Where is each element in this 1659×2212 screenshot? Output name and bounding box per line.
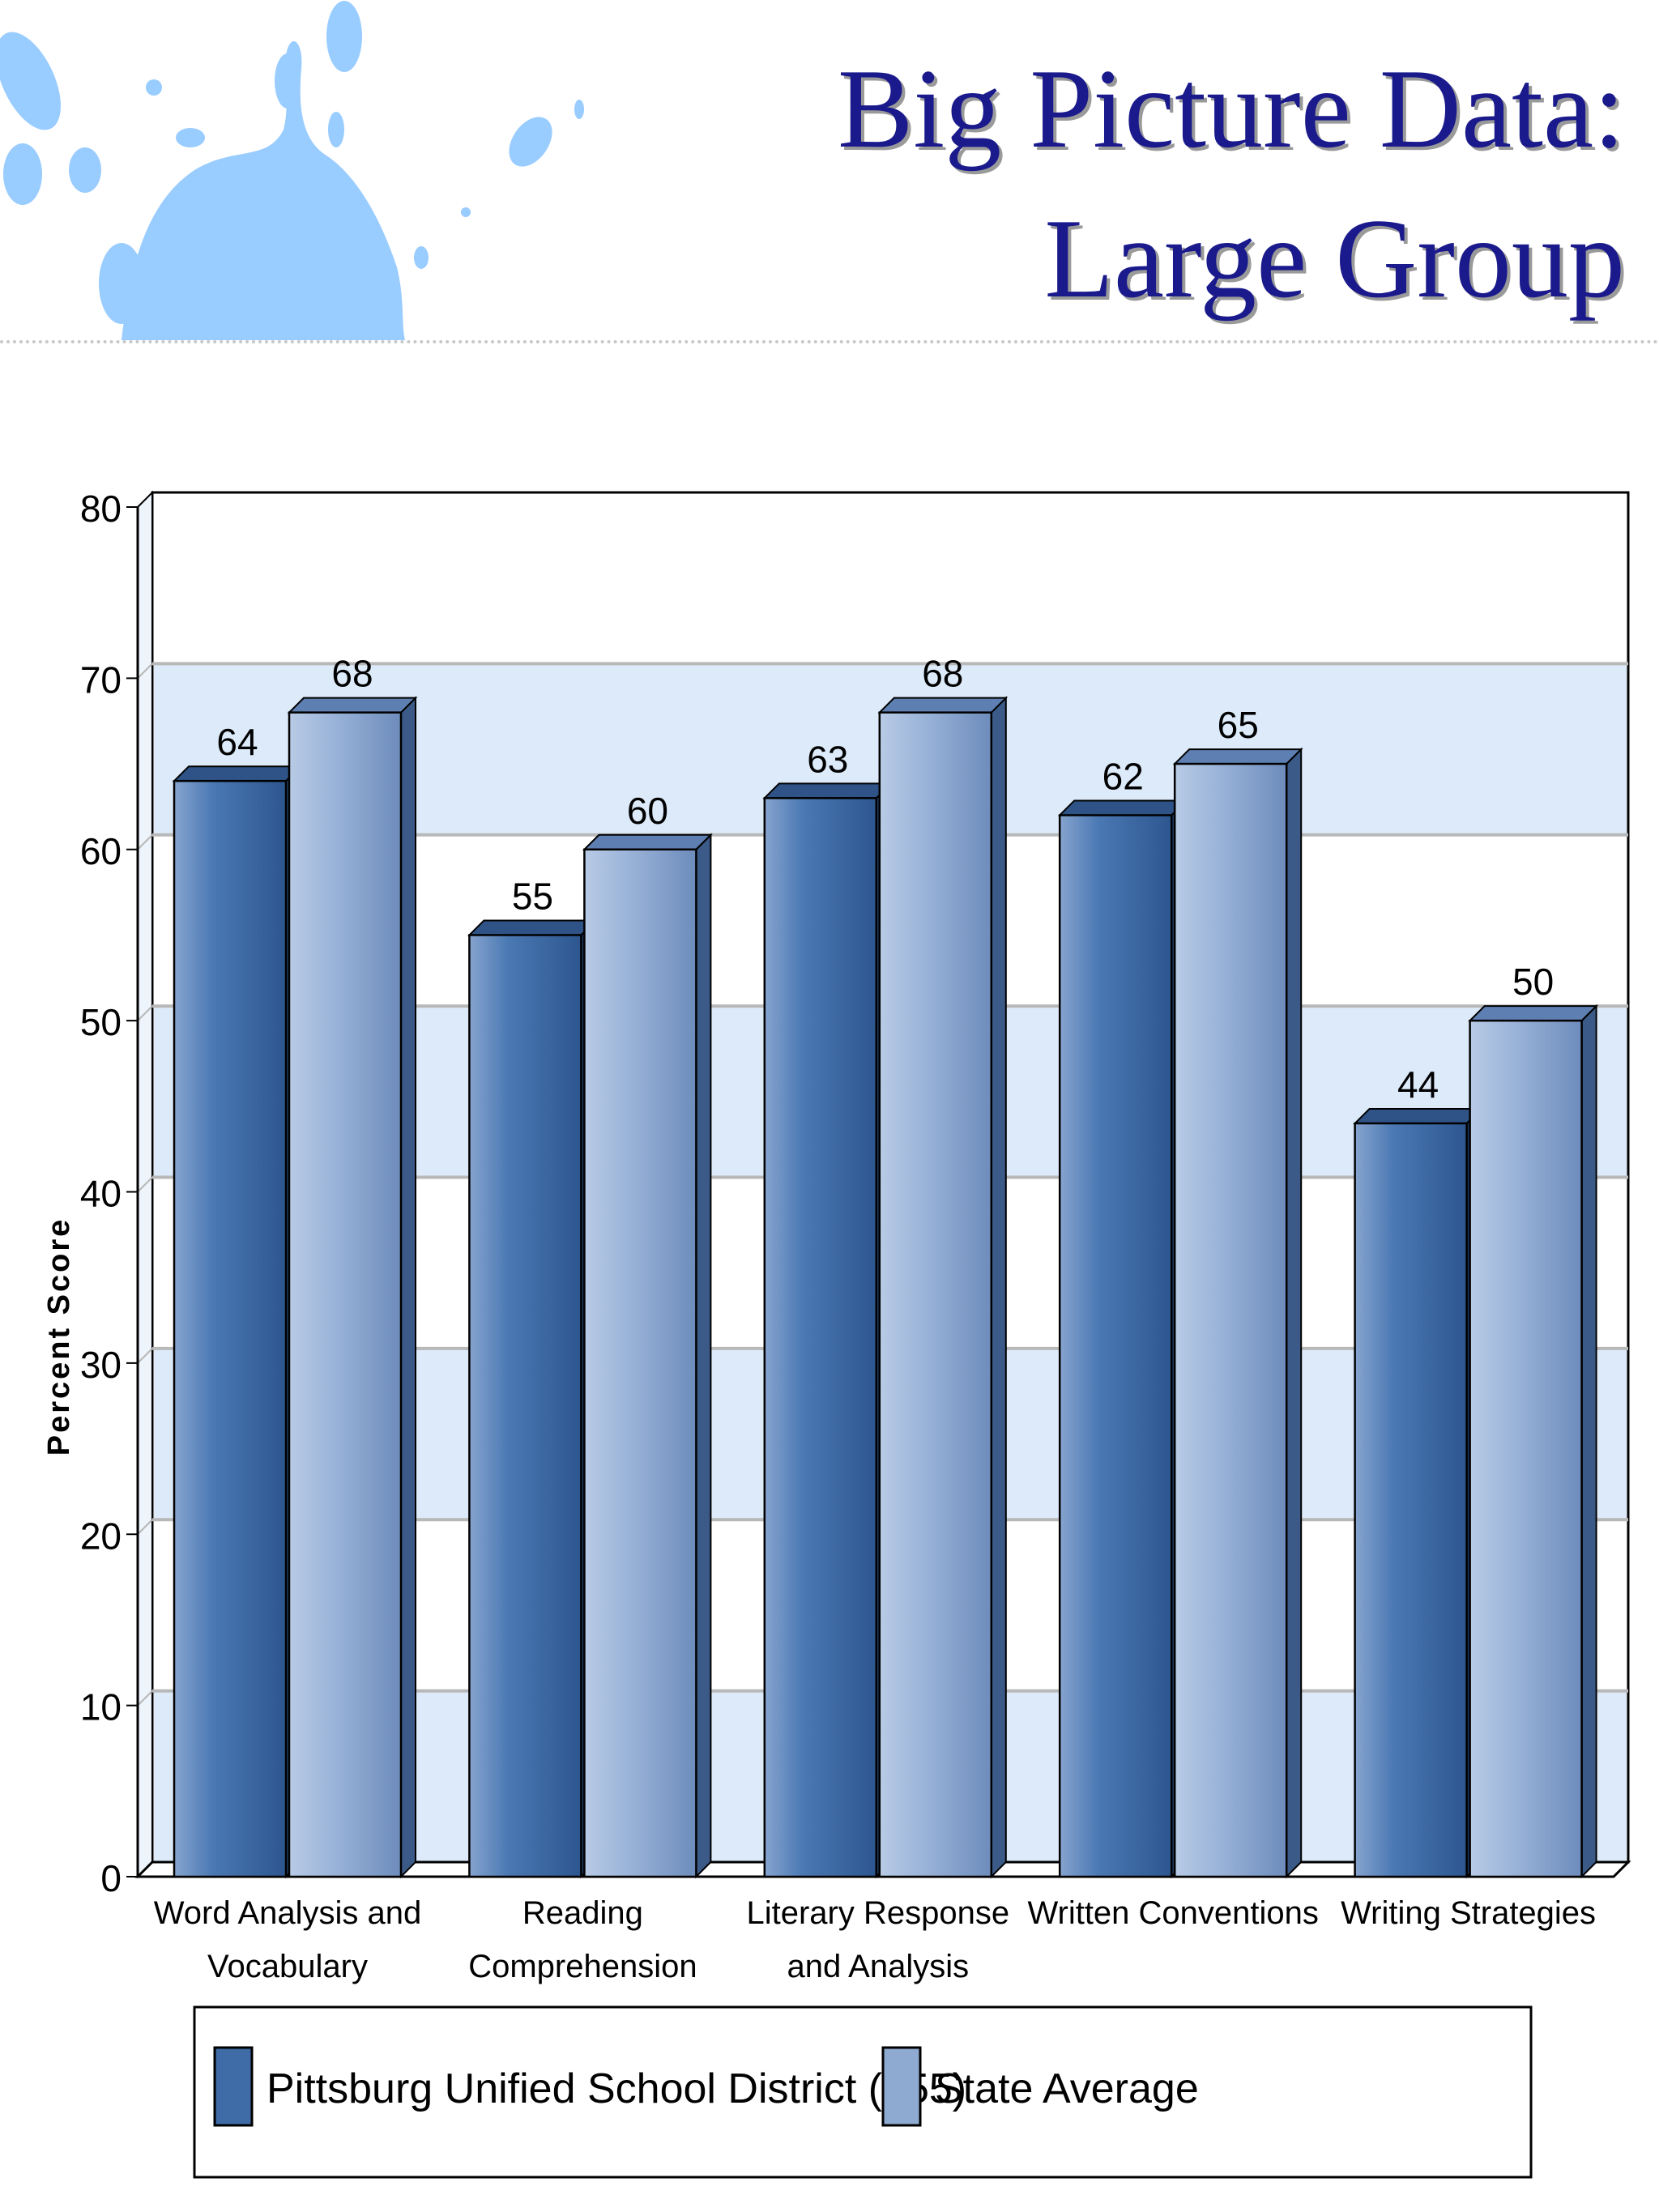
- bar-top: [1353, 1107, 1484, 1124]
- title-divider: [0, 340, 1659, 343]
- data-label: 62: [1102, 755, 1144, 797]
- y-tick-label: 10: [80, 1686, 122, 1728]
- x-tick-label-line: Reading: [522, 1895, 643, 1931]
- x-tick-label-line: Literary Response: [746, 1895, 1009, 1931]
- bar-district: [467, 918, 598, 1879]
- legend-item: State Average: [881, 2046, 1199, 2127]
- data-label: 68: [922, 653, 963, 695]
- slide-title-line-2: Large Group: [1044, 196, 1625, 322]
- data-label: 63: [807, 738, 848, 780]
- legend-item: Pittsburg Unified School District (755): [213, 2046, 966, 2127]
- x-tick-label-line: and Analysis: [787, 1949, 970, 1984]
- x-tick-label-line: Writing Strategies: [1341, 1895, 1596, 1931]
- bar-state: [1172, 747, 1303, 1879]
- y-tick-label: 70: [80, 658, 122, 701]
- x-tick-label-line: Written Conventions: [1027, 1895, 1318, 1931]
- bar-district: [1057, 799, 1188, 1879]
- gridline-depth: [137, 663, 153, 680]
- x-tick-label: Writing Strategies: [1341, 1895, 1596, 1931]
- gridline-depth: [137, 834, 153, 850]
- bar-top: [762, 782, 893, 799]
- legend: Pittsburg Unified School District (755)S…: [193, 2005, 1533, 2179]
- axes: 0 10 20 30 40 50 60 70 80: [80, 488, 1614, 1899]
- bar-top: [877, 697, 1009, 714]
- data-label: 55: [512, 875, 553, 917]
- legend-swatch: [213, 2046, 254, 2127]
- bar-top: [582, 833, 713, 850]
- bar-front: [468, 934, 582, 1878]
- y-tick-label: 30: [80, 1344, 122, 1386]
- bar-top: [1172, 748, 1303, 765]
- bar-side: [1286, 747, 1303, 1879]
- x-tick-label: Written Conventions: [1027, 1895, 1318, 1931]
- y-tick-label: 60: [80, 830, 122, 872]
- bar-state: [1468, 1004, 1599, 1879]
- bar-side: [695, 833, 712, 1879]
- legend-label: Pittsburg Unified School District (755): [267, 2065, 966, 2112]
- y-tick-label: 40: [80, 1173, 122, 1215]
- y-tick-label: 20: [80, 1515, 122, 1557]
- gridline-depth: [137, 1005, 153, 1021]
- bar-state: [582, 833, 713, 1879]
- bar-chart: 0 10 20 30 40 50 60 70 80 64 68 Word Analysis and V…: [42, 488, 1631, 2179]
- x-tick-label-line: Word Analysis and: [154, 1895, 422, 1931]
- data-label: 50: [1512, 961, 1554, 1003]
- legend-swatch: [881, 2046, 922, 2127]
- bar-state: [877, 696, 1009, 1879]
- bar-top: [1468, 1005, 1599, 1022]
- bars: [172, 696, 1599, 1879]
- gridline-depth: [137, 1348, 153, 1364]
- bar-district: [762, 781, 893, 1879]
- y-tick-label: 80: [80, 488, 122, 530]
- bar-top: [287, 697, 418, 714]
- slide-title-line-1: Big Picture Data:: [837, 46, 1625, 172]
- bar-side: [400, 696, 416, 1879]
- paint-splash-decoration: [0, 1, 584, 340]
- x-tick-label: Literary Response and Analysis: [746, 1895, 1009, 1984]
- gridline-depth: [137, 1176, 153, 1193]
- gridline-depth: [137, 1519, 153, 1535]
- bar-district: [1353, 1106, 1484, 1879]
- bar-front: [878, 711, 993, 1878]
- bar-front: [288, 711, 403, 1878]
- bar-side: [990, 696, 1007, 1879]
- gridline-depth: [137, 1690, 153, 1707]
- y-tick-label: 50: [80, 1001, 122, 1043]
- bar-front: [763, 797, 878, 1878]
- data-label: 68: [331, 653, 373, 695]
- bar-front: [583, 848, 697, 1878]
- slide-title: Big Picture Data: Large Group: [621, 34, 1625, 334]
- bar-district: [172, 764, 303, 1879]
- y-axis-label: Percent Score: [42, 1217, 76, 1456]
- y-tick-label: 0: [100, 1857, 122, 1899]
- legend-box: [193, 2005, 1533, 2179]
- data-label: 44: [1397, 1063, 1439, 1106]
- data-label: 60: [627, 790, 668, 832]
- bar-side: [1580, 1004, 1597, 1879]
- bar-front: [1173, 762, 1288, 1878]
- bar-front: [1354, 1122, 1468, 1878]
- bar-front: [173, 779, 288, 1878]
- bar-front: [1058, 814, 1173, 1878]
- bar-top: [467, 919, 598, 936]
- x-tick-label-line: Vocabulary: [207, 1949, 368, 1984]
- x-tick-label-line: Comprehension: [468, 1949, 697, 1984]
- x-tick-label: Reading Comprehension: [468, 1895, 697, 1984]
- bar-top: [172, 765, 303, 782]
- legend-label: State Average: [935, 2065, 1199, 2112]
- data-label: 64: [216, 721, 258, 763]
- bar-state: [287, 696, 418, 1879]
- data-label: 65: [1218, 704, 1259, 746]
- bar-front: [1469, 1019, 1583, 1878]
- bar-top: [1057, 799, 1188, 816]
